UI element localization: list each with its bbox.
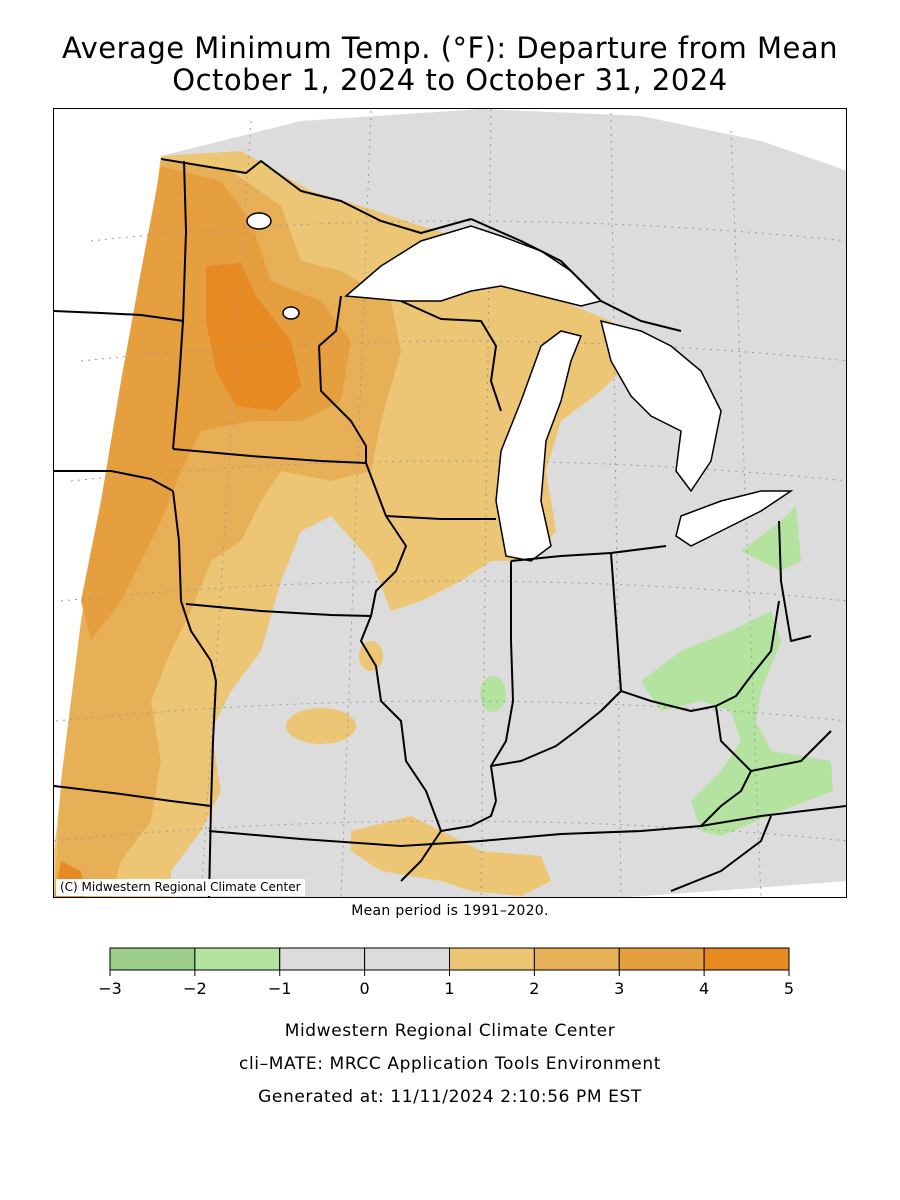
lake-huron bbox=[599, 319, 722, 493]
border-in-oh bbox=[610, 552, 622, 692]
upper-michigan bbox=[470, 218, 682, 332]
state-boundaries bbox=[54, 158, 846, 897]
copyright-label: (C) Midwestern Regional Climate Center bbox=[56, 879, 305, 896]
border-canada bbox=[160, 158, 472, 234]
legend-tick-label: −2 bbox=[183, 979, 207, 998]
lake-erie bbox=[675, 490, 794, 547]
graticule bbox=[54, 109, 846, 897]
border-ky-wv bbox=[700, 705, 752, 827]
border-ohio-river bbox=[490, 600, 780, 767]
legend-bin bbox=[279, 947, 366, 971]
contour-cool-indiana bbox=[480, 676, 506, 712]
border-mn-wi bbox=[318, 295, 367, 463]
border-wv-east bbox=[750, 730, 832, 772]
border-in-mi bbox=[510, 545, 667, 562]
footer-tool: cli–MATE: MRCC Application Tools Environ… bbox=[239, 1054, 661, 1074]
legend-tick-label: 3 bbox=[614, 979, 624, 998]
border-wi-il bbox=[385, 515, 496, 520]
border-mo-ar bbox=[208, 830, 482, 847]
great-lakes bbox=[246, 212, 794, 562]
contour-patch-iowa bbox=[286, 708, 356, 744]
border-nd-sd bbox=[54, 310, 185, 322]
map-title: Average Minimum Temp. (°F): Departure fr… bbox=[61, 31, 839, 65]
contour-cool-ohio bbox=[641, 611, 833, 836]
border-mn-ia bbox=[172, 448, 367, 464]
footer-generated: Generated at: 11/11/2024 2:10:56 PM EST bbox=[258, 1087, 642, 1107]
legend-bin bbox=[618, 947, 705, 971]
border-mississippi bbox=[360, 462, 442, 882]
contour-3-to-4 bbox=[81, 166, 351, 641]
legend-tick-label: 2 bbox=[529, 979, 539, 998]
legend-bin bbox=[703, 947, 790, 971]
border-wi-mi bbox=[400, 300, 502, 412]
lake-michigan bbox=[495, 330, 583, 562]
red-lake bbox=[282, 306, 300, 320]
color-legend: −3 −2 −1 0 1 2 3 4 5 bbox=[98, 947, 794, 998]
map-date-range: October 1, 2024 to October 31, 2024 bbox=[172, 63, 728, 97]
legend-tick-label: 5 bbox=[784, 979, 794, 998]
border-ne-ks bbox=[54, 785, 212, 807]
departure-map bbox=[54, 109, 846, 897]
border-il-south bbox=[440, 800, 497, 832]
contour-cool-northeast bbox=[741, 506, 801, 571]
map-panel bbox=[53, 108, 847, 898]
border-sd-ne bbox=[54, 470, 174, 492]
legend-tick-label: −1 bbox=[268, 979, 292, 998]
mean-period-note: Mean period is 1991–2020. bbox=[351, 903, 549, 919]
lake-of-the-woods bbox=[246, 212, 272, 230]
border-iowa-west bbox=[172, 490, 217, 682]
border-ia-mo bbox=[185, 603, 372, 617]
contour-patch-missouri-south bbox=[351, 816, 551, 896]
legend-tick-label: 0 bbox=[360, 979, 370, 998]
footer-org: Midwestern Regional Climate Center bbox=[284, 1021, 616, 1041]
legend-tick-label: 1 bbox=[444, 979, 454, 998]
legend-tick-label: 4 bbox=[699, 979, 709, 998]
border-oh-pa bbox=[778, 520, 812, 642]
legend-bin bbox=[449, 947, 535, 971]
border-ks-mo bbox=[208, 680, 217, 897]
border-southeast bbox=[670, 815, 772, 892]
legend-bin bbox=[194, 947, 281, 971]
legend-bin bbox=[533, 947, 620, 971]
border-ky-tn bbox=[480, 805, 846, 842]
border-il-in bbox=[490, 561, 514, 802]
legend-tick-label: −3 bbox=[98, 979, 122, 998]
legend-bin bbox=[109, 947, 196, 971]
legend-bin bbox=[364, 947, 450, 971]
contour-4-to-5 bbox=[54, 263, 301, 897]
